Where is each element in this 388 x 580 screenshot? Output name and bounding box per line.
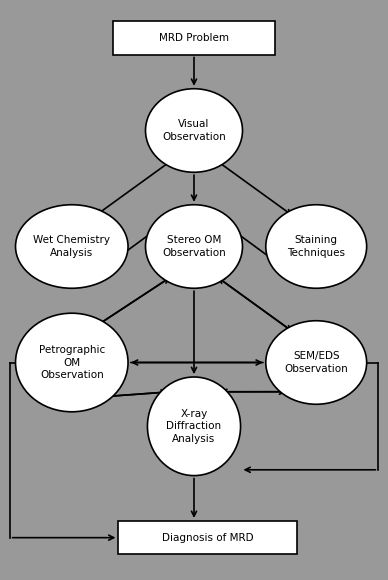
Text: X-ray
Diffraction
Analysis: X-ray Diffraction Analysis (166, 409, 222, 444)
Text: Petrographic
OM
Observation: Petrographic OM Observation (39, 345, 105, 380)
Text: Staining
Techniques: Staining Techniques (287, 235, 345, 258)
Text: Visual
Observation: Visual Observation (162, 119, 226, 142)
Ellipse shape (146, 205, 242, 288)
Ellipse shape (266, 205, 367, 288)
Ellipse shape (147, 377, 241, 476)
Ellipse shape (266, 321, 367, 404)
FancyBboxPatch shape (113, 21, 275, 55)
Text: Diagnosis of MRD: Diagnosis of MRD (162, 532, 253, 543)
Ellipse shape (16, 205, 128, 288)
Text: MRD Problem: MRD Problem (159, 32, 229, 43)
Text: SEM/EDS
Observation: SEM/EDS Observation (284, 351, 348, 374)
Ellipse shape (16, 313, 128, 412)
Text: Stereo OM
Observation: Stereo OM Observation (162, 235, 226, 258)
Text: Wet Chemistry
Analysis: Wet Chemistry Analysis (33, 235, 110, 258)
Ellipse shape (146, 89, 242, 172)
FancyBboxPatch shape (118, 521, 297, 554)
